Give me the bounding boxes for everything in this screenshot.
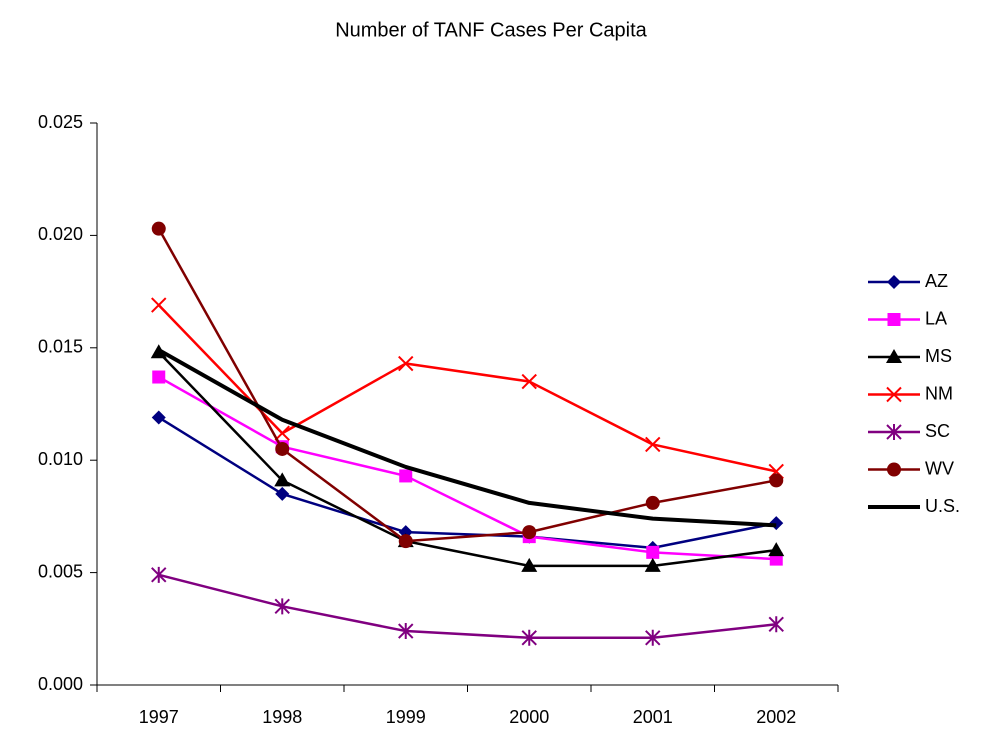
point [398,355,414,372]
point [521,557,538,572]
y-tick-label: 0.010 [38,449,83,469]
y-tick-label: 0.020 [38,224,83,244]
series-line [157,351,777,568]
point [521,373,537,390]
point [151,410,166,425]
point [152,370,166,384]
legend-label: SC [925,421,950,441]
legend-label: WV [925,458,954,478]
legend-marker [887,462,901,477]
y-tick-label: 0.025 [38,112,83,132]
point [645,436,661,453]
series-line [158,573,777,640]
point [769,473,784,488]
legend-label: U.S. [925,496,960,516]
series [151,297,784,480]
point [274,472,291,487]
point [399,469,413,483]
point [275,486,290,501]
x-tick-label: 1999 [386,707,426,727]
legend-marker [887,275,901,289]
series-line [158,416,777,550]
point [398,623,414,640]
x-tick-label: 2001 [633,707,673,727]
point [522,525,537,540]
x-tick-label: 2000 [509,707,549,727]
legend-label: MS [925,346,952,366]
y-tick-label: 0.015 [38,337,83,357]
point [521,629,537,646]
series-line [158,375,777,561]
legend-label: NM [925,383,953,403]
series [151,410,784,555]
y-tick-label: 0.000 [38,674,83,694]
legend-marker [886,386,902,403]
point [275,441,290,456]
legend-marker [886,424,902,440]
series-line [157,348,777,528]
point [644,557,661,572]
point [645,495,660,510]
point [151,297,167,313]
point [646,545,660,559]
x-tick-label: 1998 [262,707,302,727]
y-tick-label: 0.005 [38,561,83,581]
legend-label: LA [925,308,947,328]
series [151,221,784,549]
point [274,598,290,615]
series [151,566,784,646]
legend-marker [887,313,901,326]
point [274,425,290,441]
point [151,221,166,236]
legend-label: AZ [925,271,948,291]
x-tick-label: 2002 [756,707,796,727]
point [768,542,785,557]
series-line [157,304,777,473]
point [151,566,167,583]
series-line [157,228,777,543]
chart-title: Number of TANF Cases Per Capita [335,19,647,41]
series [157,348,777,528]
point [768,616,784,633]
point [645,629,661,646]
x-tick-label: 1997 [139,707,179,727]
point [398,534,413,549]
legend-marker [886,349,902,363]
